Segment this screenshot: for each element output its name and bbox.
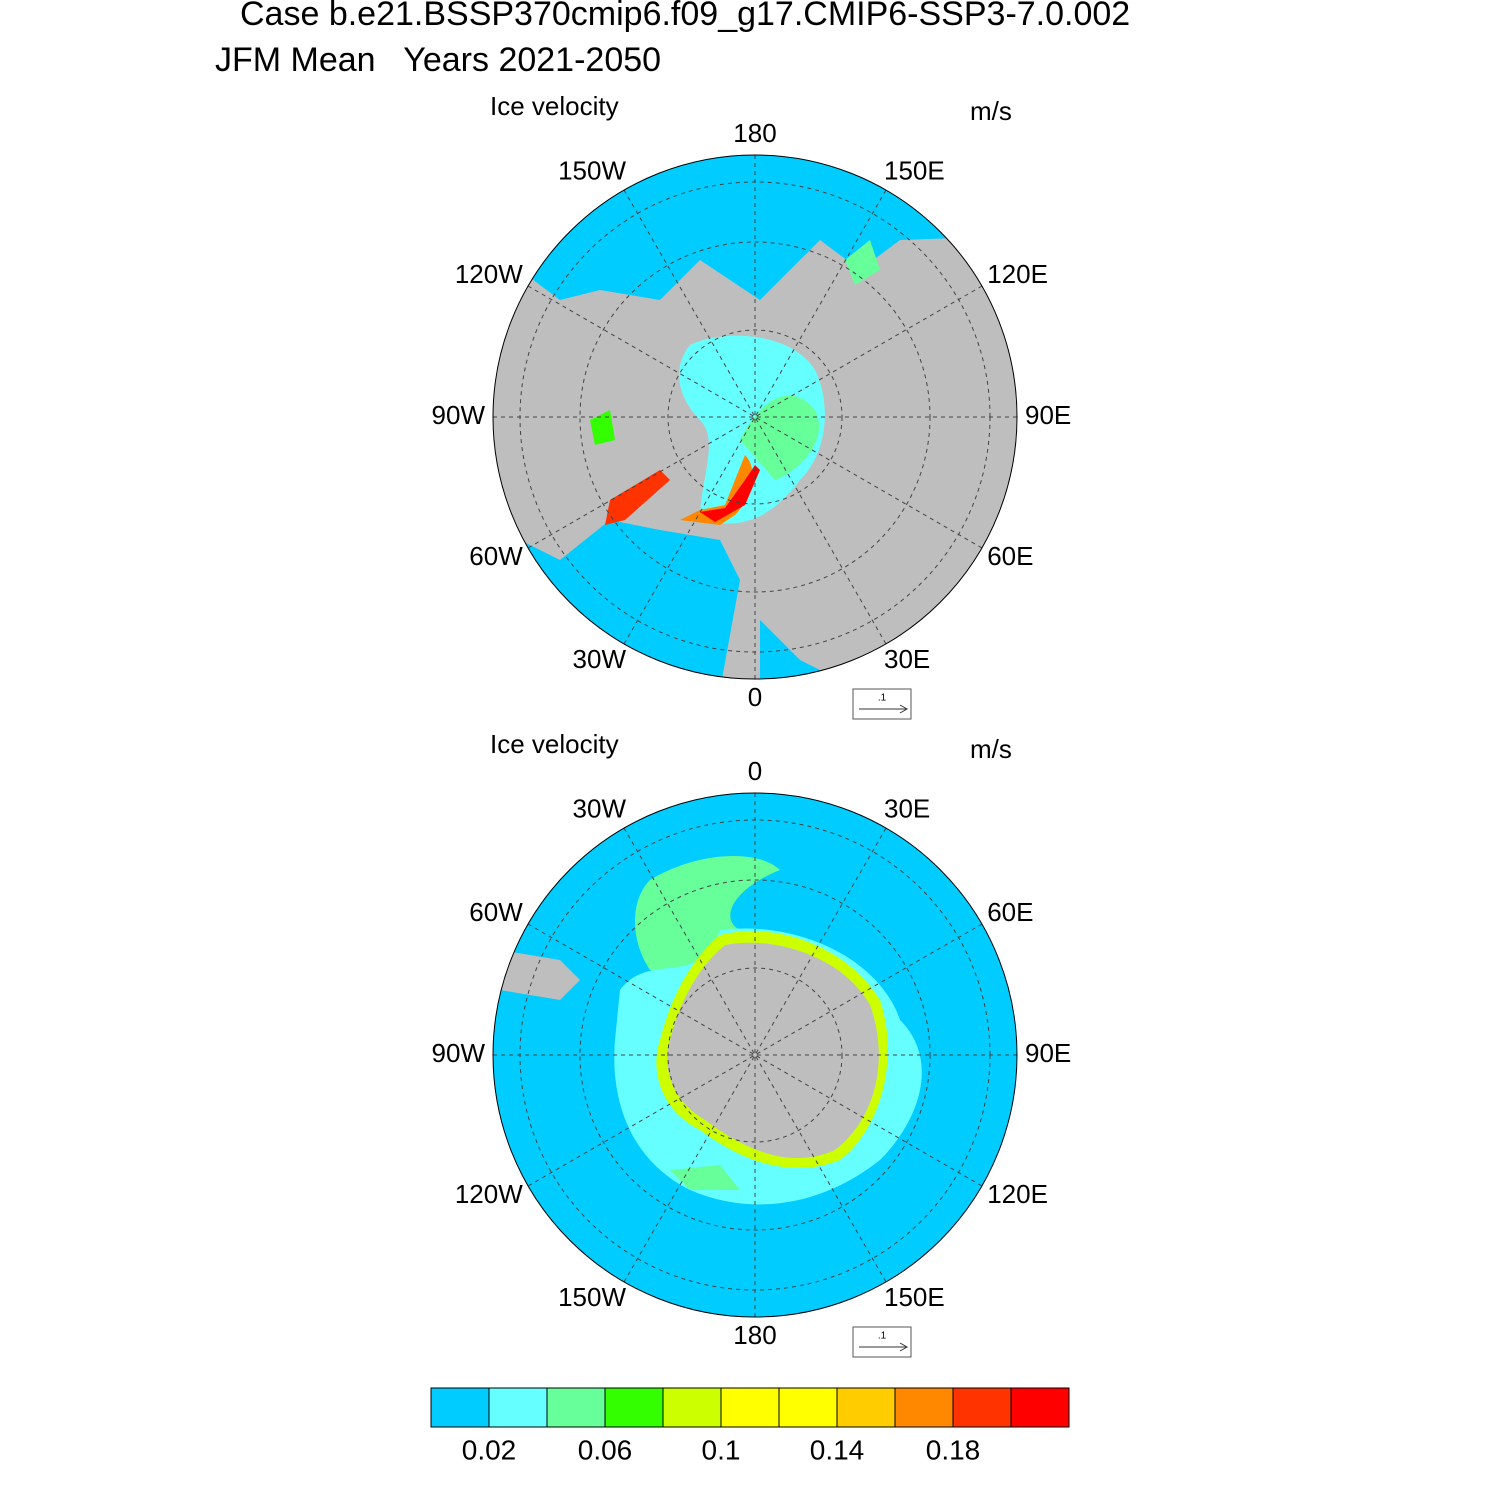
- colorbar-box: [430, 1387, 490, 1428]
- reference-vector-box: [852, 1326, 912, 1358]
- colorbar-box: [488, 1387, 548, 1428]
- longitude-label: 120W: [455, 1179, 523, 1209]
- north-map-border: [492, 154, 1018, 680]
- units-label: m/s: [970, 734, 1012, 764]
- reference-vector-arrow: [859, 1342, 909, 1352]
- title-line: Case b.e21.BSSP370cmip6.f09_g17.CMIP6-SS…: [240, 0, 1130, 33]
- colorbar-box: [604, 1387, 664, 1428]
- colorbar-tick-label: 0.1: [702, 1434, 741, 1465]
- longitude-label: 180: [733, 1320, 776, 1350]
- longitude-label: 150E: [884, 1282, 945, 1312]
- colorbar-box: [778, 1387, 838, 1428]
- longitude-label: 120W: [455, 259, 523, 289]
- longitude-label: 60W: [469, 897, 523, 927]
- colorbar-box: [662, 1387, 722, 1428]
- longitude-label: 0: [748, 756, 762, 786]
- colorbar-tick-label: 0.02: [462, 1434, 517, 1465]
- longitude-label: 30E: [884, 794, 930, 824]
- longitude-label: 150W: [558, 1282, 626, 1312]
- colorbar-box: [894, 1387, 954, 1428]
- longitude-label: 90W: [432, 400, 486, 430]
- north-graticule: [493, 155, 1017, 679]
- longitude-label: 90W: [432, 1038, 486, 1068]
- longitude-label: 120E: [987, 1179, 1048, 1209]
- north-map: [493, 155, 1017, 679]
- reference-vector-label: .1: [878, 693, 887, 704]
- longitude-label: 30W: [573, 644, 627, 674]
- longitude-label: 0: [748, 682, 762, 712]
- units-label: m/s: [970, 96, 1012, 126]
- colorbar-box: [720, 1387, 780, 1428]
- subtitle-line: JFM Mean Years 2021-2050: [215, 41, 661, 79]
- colorbar-box: [836, 1387, 896, 1428]
- longitude-label: 90E: [1025, 1038, 1071, 1068]
- south-map: [493, 793, 1017, 1317]
- colorbar-tick-label: 0.14: [810, 1434, 865, 1465]
- longitude-label: 90E: [1025, 400, 1071, 430]
- longitude-label: 30E: [884, 644, 930, 674]
- panel-label: Ice velocity: [490, 91, 619, 121]
- colorbar-box: [952, 1387, 1012, 1428]
- longitude-label: 180: [733, 118, 776, 148]
- longitude-label: 150W: [558, 156, 626, 186]
- colorbar-box: [1010, 1387, 1070, 1428]
- longitude-label: 60W: [469, 541, 523, 571]
- colorbar-tick-label: 0.18: [926, 1434, 981, 1465]
- reference-vector-label: .1: [878, 1331, 887, 1342]
- longitude-label: 120E: [987, 259, 1048, 289]
- longitude-label: 60E: [987, 897, 1033, 927]
- reference-vector-box: [852, 688, 912, 720]
- longitude-label: 60E: [987, 541, 1033, 571]
- south-graticule: [493, 793, 1017, 1317]
- colorbar-tick-label: 0.06: [578, 1434, 633, 1465]
- panel-label: Ice velocity: [490, 729, 619, 759]
- colorbar-box: [546, 1387, 606, 1428]
- longitude-label: 150E: [884, 156, 945, 186]
- reference-vector-arrow: [859, 704, 909, 714]
- longitude-label: 30W: [573, 794, 627, 824]
- south-map-border: [492, 792, 1018, 1318]
